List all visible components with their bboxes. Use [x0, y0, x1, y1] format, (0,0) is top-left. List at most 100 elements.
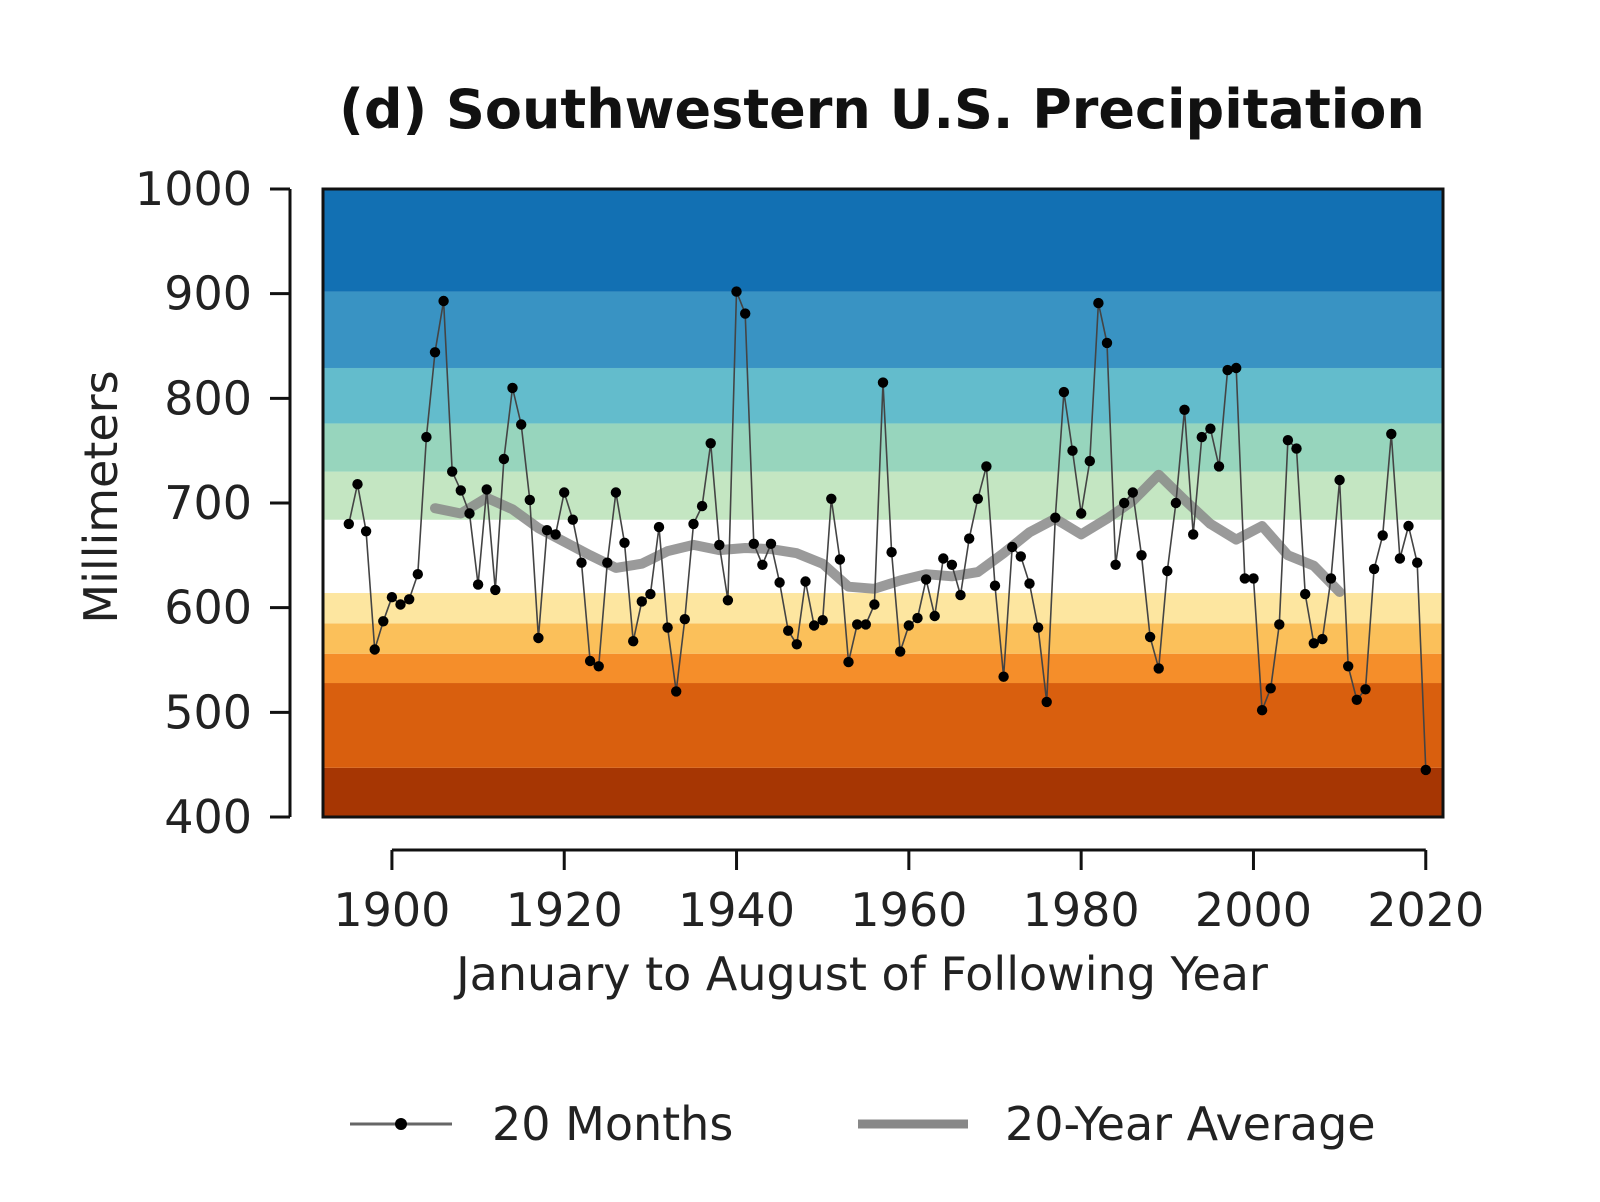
data-point-20-months — [628, 636, 639, 647]
data-point-20-months — [1144, 631, 1156, 643]
legend-label-20-year-average: 20-Year Average — [1005, 1097, 1376, 1151]
data-point-20-months — [757, 559, 768, 570]
data-point-20-months — [774, 577, 785, 588]
data-point-20-months — [1325, 573, 1337, 584]
data-point-20-months — [1282, 435, 1294, 446]
data-point-20-months — [834, 554, 846, 565]
data-point-20-months — [1248, 573, 1259, 584]
data-point-20-months — [378, 616, 389, 627]
data-point-20-months — [1317, 633, 1328, 645]
data-point-20-months — [989, 580, 1001, 591]
data-point-20-months — [998, 671, 1009, 682]
data-point-20-months — [843, 656, 854, 668]
data-point-20-months — [1420, 764, 1432, 776]
data-point-20-months — [1041, 696, 1052, 708]
data-point-20-months — [610, 487, 622, 498]
data-point-20-months — [343, 518, 354, 530]
data-point-20-months — [671, 686, 682, 697]
data-point-20-months — [1110, 559, 1121, 570]
data-point-20-months — [1239, 573, 1251, 584]
data-point-20-months — [1213, 461, 1225, 472]
data-point-20-months — [1222, 364, 1233, 376]
data-point-20-months — [584, 655, 596, 667]
data-point-20-months — [1179, 404, 1190, 415]
data-point-20-months — [1153, 663, 1164, 674]
data-point-20-months — [808, 620, 820, 631]
data-point-20-months — [696, 500, 708, 512]
data-point-20-months — [1386, 428, 1397, 440]
x-tick-label: 1980 — [1023, 883, 1140, 937]
data-point-20-months — [1032, 622, 1044, 633]
data-point-20-months — [1093, 297, 1104, 309]
data-point-20-months — [507, 382, 518, 394]
data-point-20-months — [903, 620, 914, 631]
data-point-20-months — [972, 493, 983, 504]
data-point-20-months — [1101, 337, 1113, 349]
data-point-20-months — [1084, 455, 1096, 467]
data-point-20-months — [1076, 508, 1087, 519]
data-point-20-months — [1162, 565, 1173, 577]
data-point-20-months — [404, 594, 415, 605]
data-point-20-months — [800, 576, 811, 587]
data-point-20-months — [1343, 661, 1354, 672]
data-point-20-months — [481, 484, 492, 495]
data-point-20-months — [1188, 529, 1199, 540]
data-point-20-months — [740, 308, 751, 319]
data-point-20-months — [576, 557, 587, 568]
x-tick-label: 2000 — [1195, 883, 1312, 937]
background-band — [323, 189, 1443, 292]
data-point-20-months — [1308, 638, 1320, 649]
x-axis-label: January to August of Following Year — [453, 947, 1268, 1001]
data-point-20-months — [447, 466, 458, 477]
background-band — [323, 291, 1443, 368]
y-tick-label: 1000 — [135, 162, 252, 216]
data-point-20-months — [1205, 423, 1216, 434]
y-axis-label: Millimeters — [74, 370, 128, 623]
chart-title: (d) Southwestern U.S. Precipitation — [339, 78, 1425, 141]
data-point-20-months — [412, 569, 423, 580]
data-point-20-months — [1394, 553, 1406, 564]
data-point-20-months — [1067, 445, 1078, 456]
data-point-20-months — [1291, 443, 1302, 454]
legend-label-20-months: 20 Months — [492, 1097, 733, 1151]
background-band — [323, 683, 1443, 768]
background-band — [323, 593, 1443, 624]
series-layer — [343, 286, 1432, 776]
data-point-20-months — [1170, 497, 1182, 509]
y-tick-label: 700 — [164, 476, 252, 530]
data-point-20-months — [550, 529, 561, 540]
data-point-20-months — [352, 479, 363, 490]
data-point-20-months — [1231, 362, 1242, 374]
y-tick-label: 900 — [164, 267, 252, 321]
data-point-20-months — [662, 622, 673, 633]
legend-marker-20-months — [395, 1118, 407, 1130]
data-point-20-months — [524, 494, 535, 506]
data-point-20-months — [464, 508, 475, 519]
background-band — [323, 623, 1443, 654]
data-point-20-months — [964, 533, 975, 544]
y-tick-label: 600 — [164, 581, 252, 635]
data-point-20-months — [421, 431, 432, 443]
data-point-20-months — [1412, 557, 1423, 568]
data-point-20-months — [559, 487, 570, 498]
data-point-20-months — [636, 596, 647, 607]
data-point-20-months — [1368, 563, 1380, 575]
background-band — [323, 653, 1443, 684]
data-point-20-months — [645, 588, 656, 600]
data-point-20-months — [714, 539, 725, 551]
x-tick-label: 1960 — [850, 883, 967, 937]
data-point-20-months — [955, 589, 966, 601]
data-point-20-months — [886, 547, 897, 558]
data-point-20-months — [1119, 497, 1130, 509]
data-point-20-months — [912, 612, 923, 624]
data-point-20-months — [791, 639, 802, 650]
series-line-20-year-average — [430, 469, 1345, 597]
data-point-20-months — [541, 525, 553, 536]
data-point-20-months — [516, 419, 527, 430]
data-point-20-months — [981, 461, 992, 472]
background-band — [323, 423, 1443, 472]
data-point-20-months — [748, 538, 759, 549]
x-tick-label: 1900 — [333, 883, 450, 937]
data-point-20-months — [679, 614, 690, 625]
